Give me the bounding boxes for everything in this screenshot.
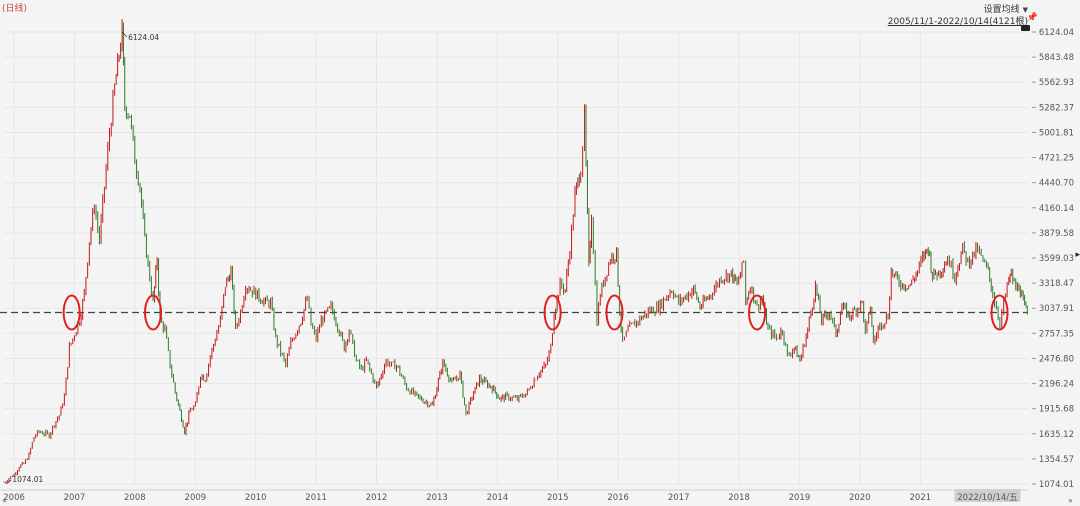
current-date-box [954,489,1021,502]
toggle-icon[interactable] [1021,25,1030,31]
x-tick-label: 2015 [547,493,569,503]
circle-marker [990,294,1009,331]
y-axis: 6124.04 5843.48 5562.93 5282.37 5001.81 4721.… [1032,28,1074,490]
y-tick-label: 1635.12 [1039,430,1074,440]
y-tick-label: 6124.04 [1039,28,1074,38]
y-tick-label: 2196.24 [1039,380,1074,390]
x-tick-label: 2011 [305,493,327,503]
y-tick-label: 1915.68 [1039,405,1074,415]
y-tick-label: 5562.93 [1039,78,1074,88]
x-tick-label: 2006 [3,493,25,503]
settings-ma-label: 设置均线 [983,5,1020,15]
y-tick-label: 1074.01 [1039,480,1074,490]
y-tick-label: 5843.48 [1039,53,1074,63]
annotation-arrow [6,479,12,485]
x-tick-label: 2019 [789,493,811,503]
triangle-down-icon[interactable]: ▼ [1022,6,1028,14]
x-tick-label: 2012 [366,493,388,503]
x-tick-label: 2021 [910,493,932,503]
x-tick-label: 2018 [728,493,750,503]
y-tick-label: 3599.03 [1039,254,1074,264]
y-tick-label: 3318.47 [1039,279,1074,289]
circle-marker [543,294,562,331]
annotation-label: 1074.01 [12,475,43,484]
y-tick-label: 2476.80 [1039,354,1074,364]
circle-marker [748,294,767,331]
x-tick-label: 2009 [185,493,207,503]
x-tick-label: 2008 [124,493,146,503]
circle-marker [605,294,624,331]
y-tick-label: 2757.35 [1039,329,1074,339]
y-tick-label: 5001.81 [1039,128,1074,138]
x-tick-label: 2020 [849,493,871,503]
current-date-label: 2022/10/14/五 [957,493,1018,503]
chart-grid [4,31,1028,485]
x-axis: 2006 2007 2008 2009 2010 2011 2012 2013 2014 2015… [0,489,1028,503]
y-tick-label: 4721.25 [1039,154,1074,164]
y-tick-label: 3879.58 [1039,229,1074,239]
circle-markers [62,294,1009,331]
x-tick-label: 2007 [64,493,86,503]
x-tick-label: 2017 [668,493,690,503]
settings-ma-button[interactable]: 设置均线 ▼ [984,2,1028,15]
x-tick-label: 2016 [607,493,629,503]
double-chevron-left-icon[interactable]: « [2,496,7,505]
y-tick-label: 4440.70 [1039,179,1074,189]
annotation-arrow [121,31,128,38]
y-tick-label: 1354.57 [1039,455,1074,465]
price-series [3,19,1028,484]
y-tick-label: 3037.91 [1039,304,1074,314]
annotation-label: 6124.04 [128,33,159,42]
circle-marker [144,294,163,331]
date-range-label[interactable]: 2005/11/1-2022/10/14(4121根) [887,17,1028,27]
period-label: (日线) [2,4,28,14]
y-tick-label: 4160.14 [1039,204,1074,214]
x-tick-label: 2013 [426,493,448,503]
pin-icon[interactable]: 📌 [1026,13,1038,23]
circle-marker [62,294,81,331]
annotations: 6124.04 1074.01 [6,31,159,485]
chevron-right-icon[interactable]: ▸ [1075,250,1080,260]
x-tick-label: 2010 [245,493,267,503]
y-tick-label: 5282.37 [1039,103,1074,113]
double-chevron-right-icon[interactable]: » [1068,496,1073,505]
x-tick-label: 2014 [487,493,509,503]
